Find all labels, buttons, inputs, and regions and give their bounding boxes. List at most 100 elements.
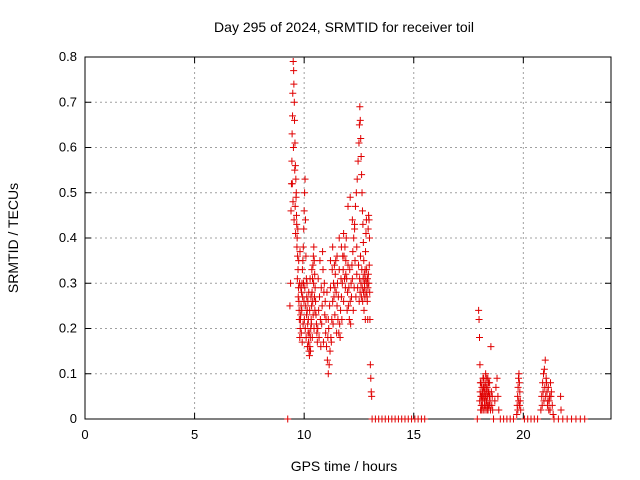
data-point bbox=[349, 306, 357, 314]
data-point bbox=[347, 320, 355, 328]
data-point bbox=[515, 397, 523, 405]
data-point bbox=[314, 325, 322, 332]
data-point bbox=[367, 374, 375, 382]
data-point bbox=[313, 329, 321, 337]
data-point bbox=[355, 261, 363, 269]
data-point bbox=[305, 338, 313, 346]
data-point bbox=[351, 225, 359, 233]
data-point bbox=[353, 243, 361, 251]
y-axis-title: SRMTID / TECUs bbox=[5, 183, 21, 293]
data-point bbox=[545, 397, 553, 405]
data-point bbox=[291, 166, 299, 174]
data-point bbox=[319, 248, 327, 256]
data-point bbox=[322, 329, 330, 337]
data-point bbox=[358, 207, 366, 215]
data-point bbox=[314, 275, 322, 283]
data-point bbox=[354, 157, 362, 165]
data-point bbox=[537, 406, 545, 414]
data-point bbox=[290, 216, 298, 224]
data-point bbox=[481, 397, 489, 405]
data-point bbox=[291, 202, 299, 210]
data-point bbox=[302, 252, 310, 260]
data-point bbox=[356, 103, 364, 111]
data-point bbox=[305, 352, 313, 360]
data-point bbox=[334, 293, 342, 301]
data-point bbox=[327, 338, 335, 346]
data-point bbox=[364, 275, 372, 283]
data-point bbox=[484, 379, 492, 387]
data-point bbox=[315, 334, 323, 342]
data-point bbox=[303, 279, 311, 287]
data-point bbox=[326, 302, 334, 310]
x-tick-label: 0 bbox=[81, 427, 88, 442]
data-point bbox=[363, 293, 371, 301]
data-point bbox=[336, 320, 344, 328]
data-point bbox=[323, 356, 331, 364]
y-tick-label: 0.3 bbox=[59, 275, 77, 290]
data-point bbox=[516, 388, 524, 396]
data-point bbox=[311, 284, 319, 292]
data-point bbox=[490, 415, 498, 423]
data-point bbox=[318, 320, 326, 328]
data-point bbox=[288, 157, 296, 165]
data-point bbox=[298, 338, 306, 346]
data-point bbox=[516, 401, 524, 409]
data-point bbox=[301, 284, 309, 292]
data-point bbox=[308, 302, 316, 310]
data-point bbox=[342, 257, 350, 265]
data-point bbox=[543, 379, 551, 387]
data-point bbox=[544, 383, 552, 391]
data-point bbox=[291, 116, 299, 124]
data-point bbox=[330, 261, 338, 269]
data-point bbox=[366, 315, 374, 323]
data-point bbox=[581, 415, 589, 423]
data-point bbox=[317, 343, 325, 351]
data-point bbox=[299, 293, 307, 301]
data-point bbox=[359, 297, 367, 305]
data-point bbox=[546, 406, 554, 414]
data-point bbox=[541, 356, 549, 364]
data-point bbox=[364, 284, 372, 292]
data-point bbox=[350, 234, 358, 242]
data-point bbox=[321, 311, 329, 319]
data-point bbox=[298, 288, 306, 296]
data-point bbox=[300, 207, 308, 215]
data-point bbox=[366, 361, 374, 369]
data-point bbox=[344, 202, 352, 210]
data-point bbox=[323, 288, 331, 296]
data-point bbox=[324, 370, 332, 378]
data-point bbox=[307, 347, 315, 355]
data-point bbox=[340, 229, 348, 237]
data-point bbox=[358, 189, 366, 197]
data-point bbox=[333, 302, 341, 310]
data-point bbox=[477, 379, 485, 387]
y-tick-label: 0.2 bbox=[59, 321, 77, 336]
data-point bbox=[348, 275, 356, 283]
data-point bbox=[321, 297, 329, 305]
data-point bbox=[476, 361, 484, 369]
data-point bbox=[514, 392, 522, 400]
data-point bbox=[494, 392, 502, 400]
grid bbox=[85, 57, 611, 419]
data-point bbox=[286, 302, 294, 310]
data-point bbox=[301, 189, 309, 197]
data-point bbox=[346, 266, 354, 274]
y-tick-label: 0.1 bbox=[59, 366, 77, 381]
data-point bbox=[368, 392, 376, 400]
y-tick-label: 0.4 bbox=[59, 230, 77, 245]
data-point bbox=[299, 320, 307, 328]
data-point bbox=[332, 288, 340, 296]
data-point bbox=[514, 383, 522, 391]
data-point bbox=[310, 279, 318, 287]
data-point bbox=[331, 284, 339, 292]
data-point bbox=[302, 334, 310, 342]
data-point bbox=[289, 58, 297, 66]
data-point bbox=[547, 392, 555, 400]
data-point bbox=[298, 306, 306, 314]
data-point bbox=[515, 379, 523, 387]
data-point bbox=[292, 175, 300, 183]
data-point bbox=[292, 189, 300, 197]
data-point bbox=[298, 266, 306, 274]
data-point bbox=[482, 370, 490, 378]
data-point bbox=[337, 243, 345, 251]
